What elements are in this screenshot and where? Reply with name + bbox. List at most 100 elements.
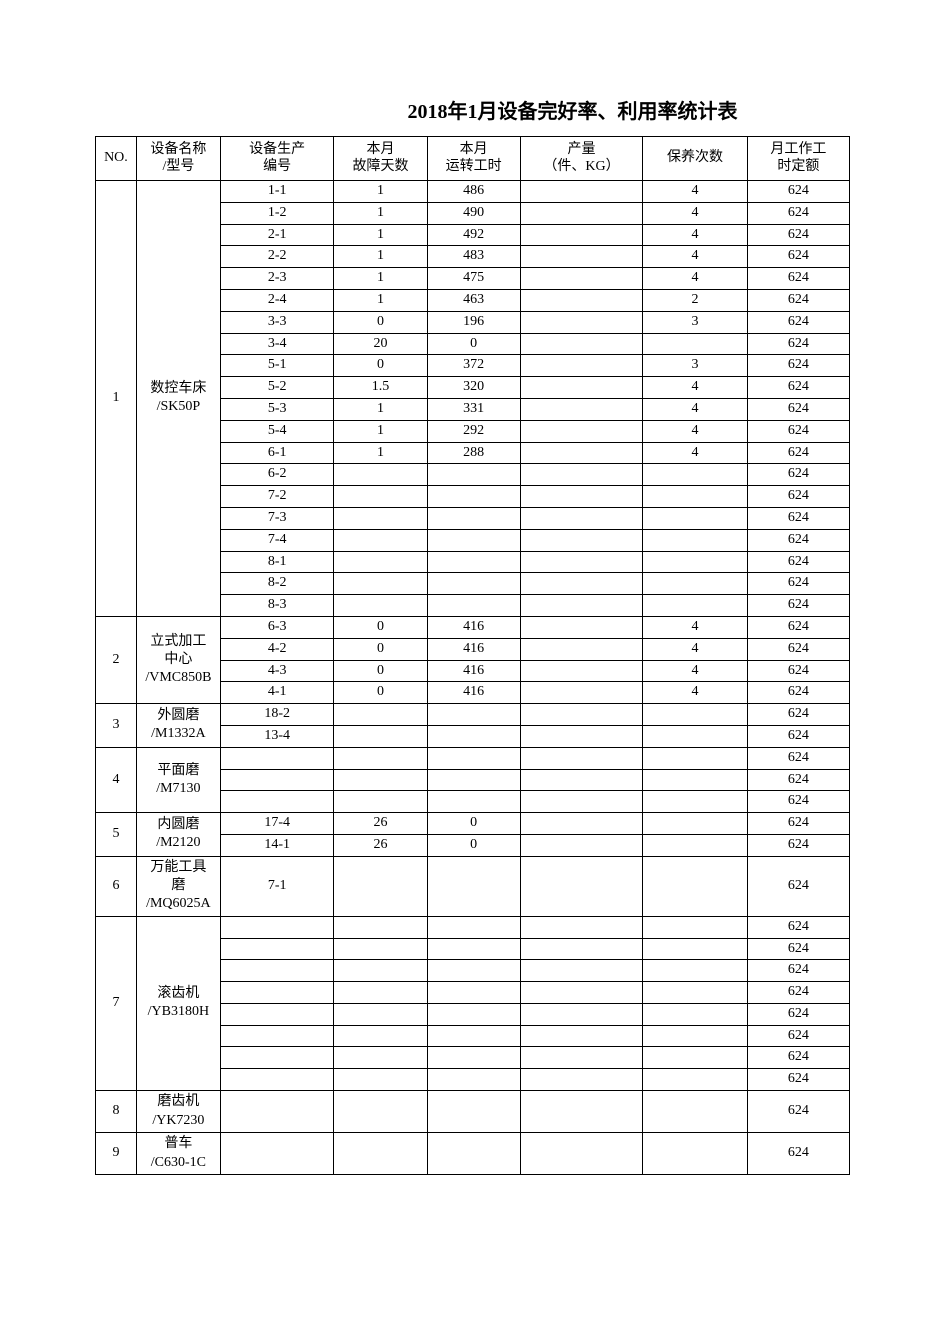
cell-no: 7 (96, 916, 137, 1090)
cell-mc: 4 (643, 246, 747, 268)
cell-pn: 3-4 (220, 333, 334, 355)
cell-no: 4 (96, 747, 137, 812)
cell-pn: 5-2 (220, 377, 334, 399)
cell-pn (220, 1133, 334, 1175)
cell-fd: 1 (334, 398, 427, 420)
cell-quota: 624 (747, 398, 849, 420)
cell-out (520, 916, 643, 938)
cell-pn: 13-4 (220, 725, 334, 747)
cell-mc (643, 916, 747, 938)
cell-fd (334, 982, 427, 1004)
cell-no: 6 (96, 856, 137, 916)
cell-fd (334, 1047, 427, 1069)
cell-quota: 624 (747, 181, 849, 203)
cell-quota: 624 (747, 791, 849, 813)
cell-mc: 4 (643, 181, 747, 203)
cell-out (520, 1003, 643, 1025)
cell-rh (427, 573, 520, 595)
cell-out (520, 551, 643, 573)
cell-out (520, 1025, 643, 1047)
cell-quota: 624 (747, 246, 849, 268)
cell-quota: 624 (747, 333, 849, 355)
cell-no: 2 (96, 616, 137, 703)
cell-quota: 624 (747, 747, 849, 769)
cell-name: 万能工具磨/MQ6025A (136, 856, 220, 916)
cell-fd: 26 (334, 813, 427, 835)
cell-mc (643, 551, 747, 573)
cell-out (520, 420, 643, 442)
cell-quota: 624 (747, 224, 849, 246)
cell-mc (643, 769, 747, 791)
cell-quota: 624 (747, 355, 849, 377)
cell-pn (220, 791, 334, 813)
cell-fd: 20 (334, 333, 427, 355)
cell-pn (220, 1003, 334, 1025)
cell-quota: 624 (747, 377, 849, 399)
cell-rh: 196 (427, 311, 520, 333)
cell-pn (220, 982, 334, 1004)
cell-mc: 4 (643, 638, 747, 660)
cell-mc (643, 982, 747, 1004)
cell-mc (643, 834, 747, 856)
cell-quota: 624 (747, 1003, 849, 1025)
cell-out (520, 1133, 643, 1175)
cell-mc (643, 791, 747, 813)
cell-mc (643, 747, 747, 769)
cell-quota: 624 (747, 1069, 849, 1091)
cell-out (520, 791, 643, 813)
cell-fd: 0 (334, 616, 427, 638)
cell-no: 9 (96, 1133, 137, 1175)
cell-name: 平面磨/M7130 (136, 747, 220, 812)
cell-quota: 624 (747, 268, 849, 290)
cell-pn: 8-3 (220, 595, 334, 617)
cell-rh (427, 551, 520, 573)
cell-mc: 4 (643, 616, 747, 638)
cell-rh: 416 (427, 616, 520, 638)
cell-quota: 624 (747, 938, 849, 960)
col-name: 设备名称/型号 (136, 137, 220, 181)
cell-out (520, 982, 643, 1004)
cell-rh: 492 (427, 224, 520, 246)
cell-out (520, 442, 643, 464)
cell-mc (643, 1069, 747, 1091)
cell-mc (643, 507, 747, 529)
cell-pn: 7-2 (220, 486, 334, 508)
table-row: 5内圆磨/M212017-4260624 (96, 813, 850, 835)
cell-rh (427, 464, 520, 486)
cell-fd: 0 (334, 355, 427, 377)
cell-mc (643, 1133, 747, 1175)
cell-rh: 0 (427, 333, 520, 355)
cell-pn: 2-1 (220, 224, 334, 246)
cell-rh (427, 595, 520, 617)
table-row: 7滚齿机/YB3180H624 (96, 916, 850, 938)
cell-quota: 624 (747, 660, 849, 682)
cell-rh (427, 1003, 520, 1025)
cell-out (520, 769, 643, 791)
cell-rh (427, 704, 520, 726)
cell-pn: 4-1 (220, 682, 334, 704)
cell-no: 1 (96, 181, 137, 617)
cell-quota: 624 (747, 1025, 849, 1047)
cell-mc: 4 (643, 377, 747, 399)
cell-name: 立式加工中心/VMC850B (136, 616, 220, 703)
cell-pn: 6-2 (220, 464, 334, 486)
cell-rh: 416 (427, 660, 520, 682)
cell-out (520, 355, 643, 377)
cell-fd (334, 938, 427, 960)
cell-fd (334, 1133, 427, 1175)
cell-out (520, 1091, 643, 1133)
cell-out (520, 1047, 643, 1069)
cell-rh (427, 982, 520, 1004)
cell-quota: 624 (747, 616, 849, 638)
cell-out (520, 333, 643, 355)
cell-pn: 2-4 (220, 289, 334, 311)
cell-out (520, 573, 643, 595)
cell-rh (427, 769, 520, 791)
cell-rh (427, 1133, 520, 1175)
cell-mc (643, 856, 747, 916)
cell-name: 磨齿机/YK7230 (136, 1091, 220, 1133)
cell-rh: 486 (427, 181, 520, 203)
cell-fd (334, 791, 427, 813)
cell-out (520, 268, 643, 290)
cell-rh (427, 960, 520, 982)
